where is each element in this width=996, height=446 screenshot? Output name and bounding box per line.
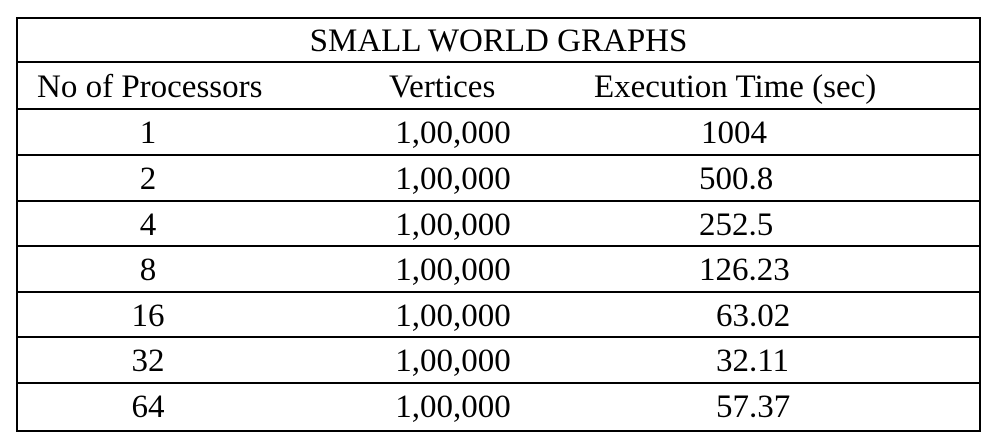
table-row: 64 1,00,000 57.37 xyxy=(18,384,979,430)
cell-execution-time: 500.8 xyxy=(699,161,774,197)
table-row: 32 1,00,000 32.11 xyxy=(18,338,979,384)
results-table: SMALL WORLD GRAPHS No of Processors Vert… xyxy=(16,17,981,432)
cell-execution-time: 1004 xyxy=(701,115,767,151)
cell-vertices: 1,00,000 xyxy=(395,252,511,288)
table-title: SMALL WORLD GRAPHS xyxy=(309,23,688,59)
table-row: 2 1,00,000 500.8 xyxy=(18,156,979,202)
table-row: 4 1,00,000 252.5 xyxy=(18,202,979,247)
header-execution-time: Execution Time (sec) xyxy=(594,69,877,105)
cell-execution-time: 32.11 xyxy=(716,343,790,379)
cell-processors: 8 xyxy=(139,252,157,288)
cell-vertices: 1,00,000 xyxy=(395,207,511,243)
cell-vertices: 1,00,000 xyxy=(395,298,511,334)
table-title-row: SMALL WORLD GRAPHS xyxy=(18,19,979,63)
cell-execution-time: 63.02 xyxy=(716,298,791,334)
header-processors: No of Processors xyxy=(37,69,263,105)
cell-execution-time: 57.37 xyxy=(716,389,791,425)
cell-execution-time: 126.23 xyxy=(699,252,790,288)
cell-vertices: 1,00,000 xyxy=(395,343,511,379)
table-header-row: No of Processors Vertices Execution Time… xyxy=(18,63,979,110)
cell-processors: 2 xyxy=(139,161,157,197)
table-row: 8 1,00,000 126.23 xyxy=(18,247,979,293)
cell-vertices: 1,00,000 xyxy=(395,389,511,425)
cell-processors: 32 xyxy=(131,343,165,379)
header-vertices: Vertices xyxy=(389,69,496,105)
cell-execution-time: 252.5 xyxy=(699,207,774,243)
cell-processors: 1 xyxy=(139,115,157,151)
cell-vertices: 1,00,000 xyxy=(395,161,511,197)
table-row: 1 1,00,000 1004 xyxy=(18,110,979,156)
cell-processors: 64 xyxy=(131,389,165,425)
cell-processors: 16 xyxy=(131,298,165,334)
cell-vertices: 1,00,000 xyxy=(395,115,511,151)
table-row: 16 1,00,000 63.02 xyxy=(18,293,979,338)
cell-processors: 4 xyxy=(139,207,157,243)
